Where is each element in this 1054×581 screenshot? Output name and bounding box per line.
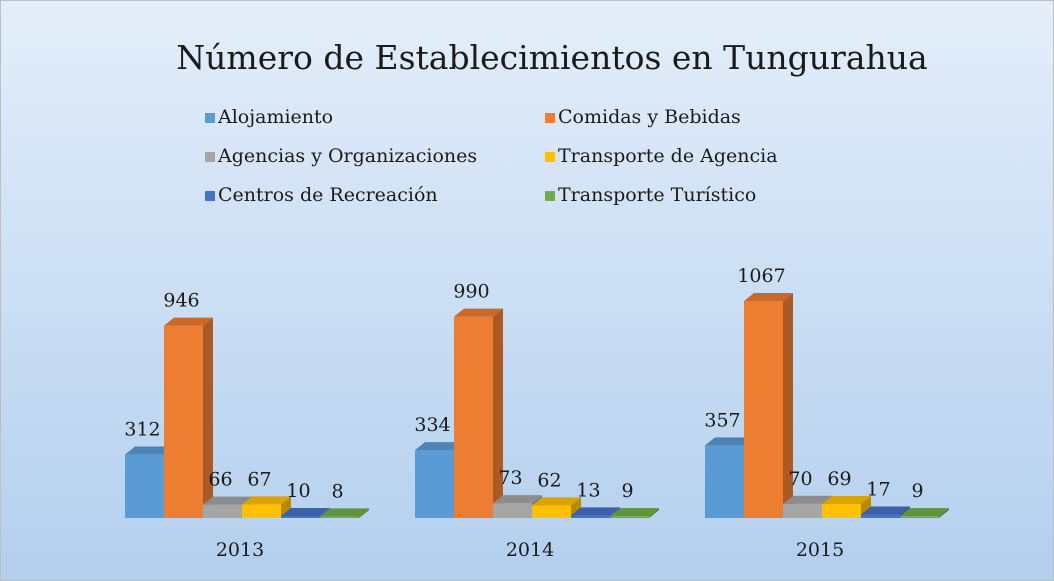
bar [320,508,369,518]
bar-front [861,514,900,518]
bar-top [242,496,291,505]
bar-side [359,508,369,518]
bar [242,496,291,518]
bar-side [281,496,291,518]
data-label: 10 [286,480,310,502]
data-label: 62 [537,469,561,491]
bar-top [861,506,910,515]
bar-top [744,293,793,301]
bar [900,508,949,518]
bar-top [822,495,871,504]
bar [454,308,503,518]
data-label: 1067 [737,265,785,287]
data-label: 70 [788,468,812,490]
legend-label: Comidas y Bebidas [558,106,741,128]
bar-top [125,446,174,455]
data-label: 9 [911,480,923,502]
bar-top [320,508,369,517]
bar-top [164,317,213,326]
data-label: 9 [621,480,633,502]
bar-side [783,293,793,518]
data-label: 946 [163,290,199,312]
bar-front [281,515,320,518]
data-label: 990 [453,281,489,303]
chart-title: Número de Establecimientos en Tungurahua [176,38,927,77]
bar-front [900,516,939,518]
bar-side [649,508,659,518]
data-label: 69 [827,468,851,490]
bar-front [242,504,281,518]
bar-front [320,516,359,518]
bar-front [532,505,571,518]
data-label: 334 [414,414,450,436]
bar-front [610,516,649,518]
bar-front [822,503,861,518]
bar-side [571,497,581,518]
bar-front [203,504,242,518]
bar-front [164,325,203,518]
bar-top [281,507,330,516]
bar [822,495,871,518]
bar-top [415,442,464,451]
bar-front [493,503,532,518]
bar-side [861,495,871,518]
data-label: 17 [866,479,890,501]
x-tick-label: 2014 [506,539,554,561]
legend-label: Centros de Recreación [218,184,438,206]
legend-marker [205,113,215,123]
legend-marker [545,191,555,201]
bar-front [454,316,493,518]
legend-marker [545,113,555,123]
legend-label: Agencias y Organizaciones [217,145,477,167]
legend-marker [205,191,215,201]
bar-front [571,515,610,518]
bar-top [454,308,503,317]
legend-label: Transporte Turístico [558,184,756,206]
data-label: 357 [704,409,740,431]
bar-front [783,503,822,518]
bar [744,293,793,518]
bar-top [900,508,949,517]
bar-front [705,445,744,518]
data-label: 312 [124,419,160,441]
bar-side [939,508,949,518]
bar-front [125,454,164,518]
bar-top [610,508,659,517]
bar-side [493,308,503,518]
x-tick-label: 2013 [216,539,264,561]
legend-marker [545,152,555,162]
bar-front [415,450,454,518]
bar-top [571,507,620,516]
bar-front [744,301,783,518]
data-label: 13 [576,479,600,501]
bar-side [203,317,213,518]
bar-top [705,437,754,446]
bar [164,317,213,518]
data-label: 66 [208,469,232,491]
bar [532,497,581,518]
legend-label: Alojamiento [217,106,333,128]
legend-label: Transporte de Agencia [558,145,778,167]
bar-top [783,495,832,504]
data-label: 73 [498,467,522,489]
x-tick-label: 2015 [796,539,844,561]
bar-top [493,495,542,504]
data-label: 67 [247,468,271,490]
legend-marker [205,152,215,162]
bar-top [203,496,252,505]
data-label: 8 [331,480,343,502]
bar-top [532,497,581,506]
bar [610,508,659,518]
